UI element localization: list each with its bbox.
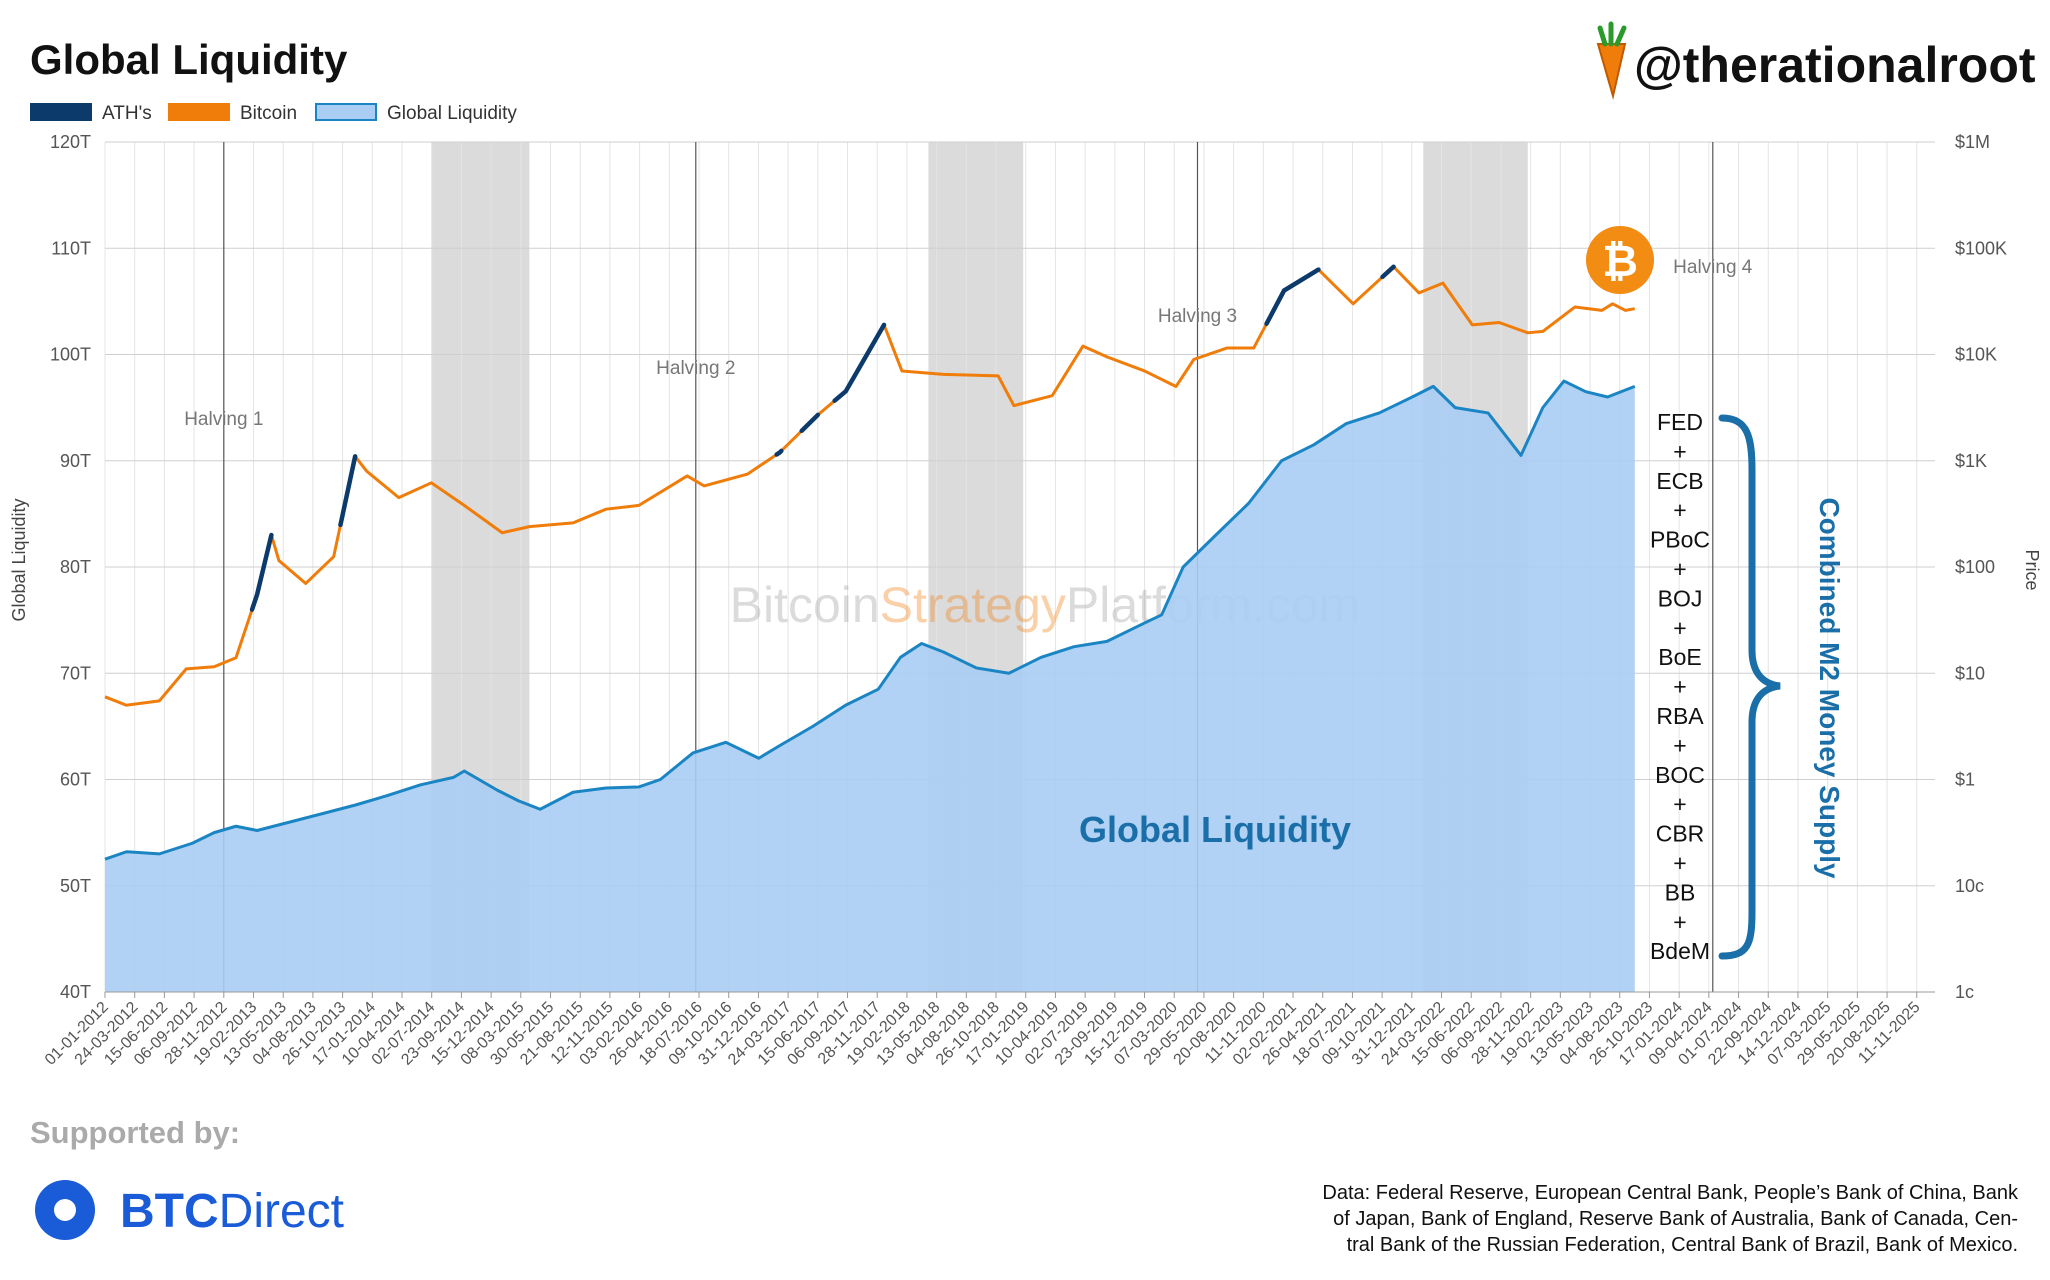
brand-handle: @therationalroot [1634, 37, 2036, 93]
legend-label-bitcoin: Bitcoin [240, 103, 297, 124]
legend-swatch-global-liquidity [315, 103, 377, 121]
carrot-leaves-icon [1597, 21, 1627, 47]
central-bank-item: RBA [1656, 703, 1704, 729]
source-line-1: Data: Federal Reserve, European Central … [1322, 1182, 2019, 1204]
central-bank-item: + [1673, 850, 1686, 876]
central-bank-item: PBoC [1650, 527, 1710, 553]
legend-label-ath: ATH's [102, 103, 152, 124]
x-axis-ticks: 01-01-201224-03-201215-06-201206-09-2012… [42, 992, 1924, 1069]
chart-title: Global Liquidity [30, 36, 348, 83]
source-line-2: of Japan, Bank of England, Reserve Bank … [1333, 1208, 2018, 1230]
y-tick-label: 40T [60, 982, 91, 1002]
btc-direct-light: Direct [219, 1185, 344, 1238]
watermark-part-1: Bitcoin [730, 577, 880, 633]
ath-segment [1380, 264, 1396, 280]
bitcoin-logo: ₿ [1586, 226, 1654, 294]
legend: ATH's Bitcoin Global Liquidity [30, 103, 517, 124]
source-line-3: tral Bank of the Russian Federation, Cen… [1347, 1234, 2018, 1256]
ath-segment [832, 322, 887, 403]
y2-axis-title: Price [2022, 549, 2042, 590]
bitcoin-symbol: ₿ [1602, 237, 1638, 286]
bitcoin-icon [1586, 226, 1654, 294]
y2-tick-label: $100K [1955, 238, 2007, 258]
watermark-part-2: Strategy [880, 577, 1066, 633]
central-bank-item: + [1673, 732, 1686, 758]
central-bank-item: BoE [1658, 644, 1701, 670]
halving-label: Halving 2 [656, 358, 735, 379]
central-bank-list: FED + ECB + PBoC + BOJ + BoE + RBA + BOC + CBR + BB + BdeM [1650, 409, 1710, 964]
curly-brace [1718, 414, 1781, 960]
ath-segment [799, 412, 821, 434]
central-bank-item: + [1673, 909, 1686, 935]
central-bank-item: + [1673, 674, 1686, 700]
ath-segment [774, 448, 784, 457]
ath-series [249, 264, 1396, 612]
btc-direct-bold: BTC [120, 1185, 219, 1238]
global-liquidity-line [104, 379, 1636, 861]
btc-direct-wordmark: BTCDirect [120, 1185, 344, 1238]
y2-tick-label: 1c [1955, 982, 1974, 1002]
global-liquidity-label: Global Liquidity [1079, 809, 1351, 850]
y-tick-label: 100T [50, 345, 91, 365]
central-bank-item: BOJ [1658, 585, 1703, 611]
central-bank-item: CBR [1656, 821, 1705, 847]
m2-label: Combined M2 Money Supply [1814, 497, 1845, 879]
ath-segment [1264, 267, 1321, 326]
y-axis-ticks: 40T 50T 60T 70T 80T 90T 100T 110T 120T [50, 132, 91, 1002]
halving-label: Halving 4 [1673, 257, 1753, 278]
data-source: Data: Federal Reserve, European Central … [1322, 1182, 2019, 1256]
global-liquidity-area [105, 381, 1635, 992]
carrot-logo [1596, 21, 1627, 100]
y-tick-label: 90T [60, 451, 91, 471]
halving-labels: Halving 1 Halving 2 Halving 3 Halving 4 [184, 257, 1753, 430]
y2-tick-label: $10K [1955, 345, 1997, 365]
supported-by: Supported by: [30, 1115, 240, 1150]
carrot-icon [1596, 43, 1627, 100]
central-bank-item: + [1673, 497, 1686, 523]
y2-tick-label: $100 [1955, 557, 1995, 577]
central-bank-item: FED [1657, 409, 1703, 435]
ath-segment [338, 454, 358, 528]
halving-label: Halving 3 [1158, 306, 1237, 327]
ath-segment [249, 532, 274, 612]
legend-swatch-bitcoin [168, 103, 230, 121]
global-liquidity-series [104, 379, 1636, 992]
y-tick-label: 60T [60, 770, 91, 790]
y2-tick-label: 10c [1955, 876, 1984, 896]
y-tick-label: 110T [51, 238, 91, 258]
halving-label: Halving 1 [184, 409, 263, 430]
btc-direct-icon-hole [54, 1199, 76, 1221]
btc-direct-logo: BTCDirect [35, 1180, 344, 1240]
y-tick-label: 120T [50, 132, 91, 152]
y-tick-label: 80T [60, 557, 91, 577]
central-bank-item: BB [1665, 879, 1696, 905]
y-axis-title: Global Liquidity [9, 498, 29, 621]
y2-tick-label: $1 [1955, 770, 1975, 790]
central-bank-item: BOC [1655, 762, 1705, 788]
legend-swatch-ath [30, 103, 92, 121]
y2-tick-label: $1M [1955, 132, 1990, 152]
central-bank-item: + [1673, 791, 1686, 817]
y2-tick-label: $1K [1955, 451, 1987, 471]
y-tick-label: 50T [60, 876, 91, 896]
central-bank-item: ECB [1656, 468, 1703, 494]
central-bank-item: + [1673, 615, 1686, 641]
legend-label-global-liquidity: Global Liquidity [387, 103, 517, 124]
y2-tick-label: $10 [1955, 663, 1985, 683]
central-bank-item: + [1673, 438, 1686, 464]
central-bank-item: BdeM [1650, 938, 1710, 964]
price-axis-ticks: 1c 10c $1 $10 $100 $1K $10K $100K $1M [1955, 132, 2007, 1002]
central-bank-item: + [1673, 556, 1686, 582]
y-tick-label: 70T [60, 663, 91, 683]
